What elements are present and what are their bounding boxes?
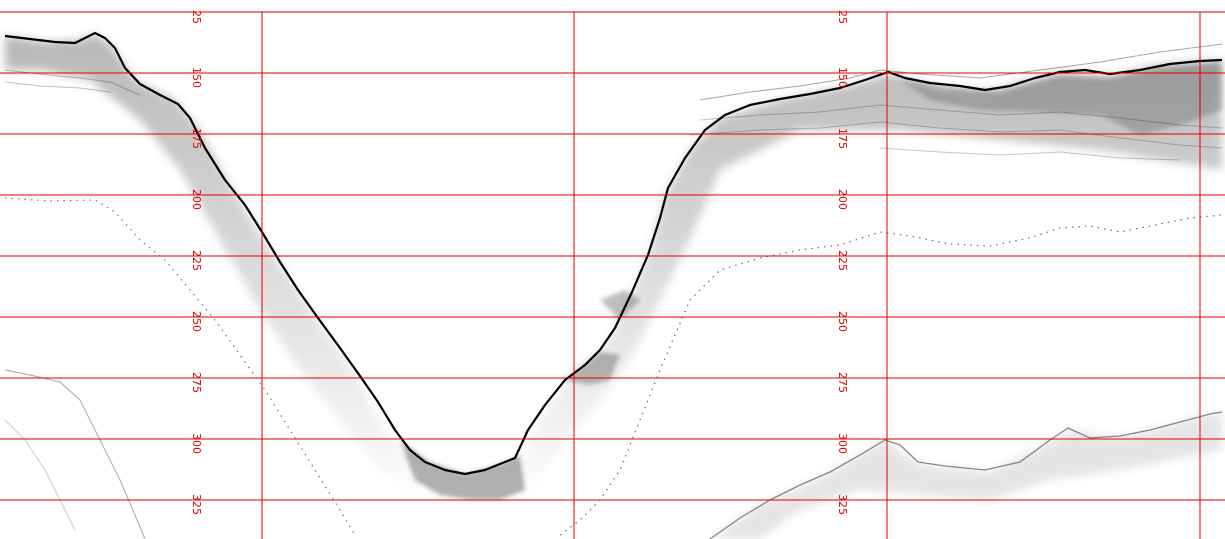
depth-label: 325 xyxy=(836,494,849,515)
trough-texture xyxy=(400,440,525,500)
depth-label: 225 xyxy=(836,250,849,271)
depth-label: 325 xyxy=(190,494,203,515)
slope-texture xyxy=(565,290,640,385)
depth-label: 175 xyxy=(836,128,849,149)
depth-label: 175 xyxy=(190,128,203,149)
second-arrival-right xyxy=(559,214,1223,536)
depth-label: 250 xyxy=(836,311,849,332)
depth-label: 150 xyxy=(836,67,849,88)
vertical-grid-lines xyxy=(261,12,1201,539)
depth-label: 150 xyxy=(190,67,203,88)
depth-label: 300 xyxy=(190,433,203,454)
depth-label: 275 xyxy=(836,372,849,393)
depth-label: 300 xyxy=(836,433,849,454)
depth-label: 225 xyxy=(190,250,203,271)
plateau-texture xyxy=(900,62,1222,135)
depth-label: 25 xyxy=(190,10,203,24)
lower-left-returns xyxy=(4,369,146,539)
seabed-profile xyxy=(4,31,1223,476)
depth-label: 200 xyxy=(836,189,849,210)
depth-label: 200 xyxy=(190,189,203,210)
deep-reflector xyxy=(709,411,1223,539)
depth-grid xyxy=(0,11,1225,539)
depth-scale-left: 25 150 175 200 225 250 275 300 325 xyxy=(190,10,203,515)
lower-left-returns-2 xyxy=(4,419,76,531)
horizontal-grid-lines xyxy=(0,11,1225,501)
second-arrival xyxy=(4,197,356,536)
deep-reflector-haze xyxy=(710,412,1222,539)
depth-label: 25 xyxy=(836,10,849,24)
depth-label: 275 xyxy=(190,372,203,393)
sonar-returns-layer xyxy=(4,31,1223,539)
depth-scale-right: 25 150 175 200 225 250 275 300 325 xyxy=(836,10,849,515)
depth-label: 250 xyxy=(190,311,203,332)
surface-multiple xyxy=(699,43,1223,101)
